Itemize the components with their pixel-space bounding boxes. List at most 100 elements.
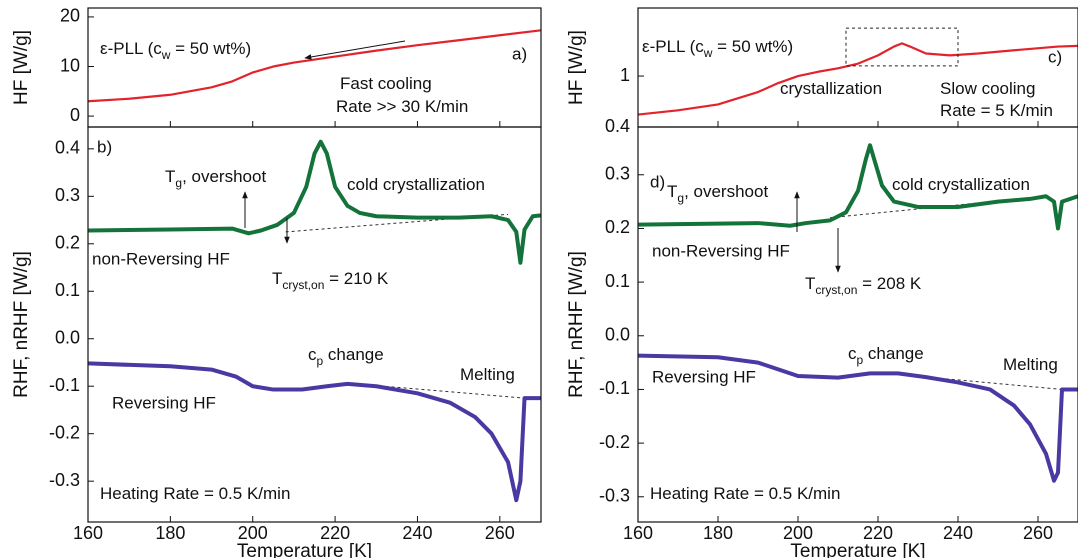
panel-label: a) xyxy=(512,44,527,63)
annotation: Rate = 5 K/min xyxy=(940,101,1053,120)
annotation: crystallization xyxy=(780,79,882,98)
series-line xyxy=(638,353,1078,483)
annotation-part: ε-PLL (c xyxy=(642,37,704,56)
y-tick-label: 0.2 xyxy=(605,217,630,237)
y-axis-title: RHF, nRHF [W/g] xyxy=(11,251,32,398)
annotation: Melting xyxy=(1003,355,1058,374)
y-axis-title: HF [W/g] xyxy=(11,30,32,105)
annotation: Fast cooling xyxy=(340,74,432,93)
annotation-part: cryst,on xyxy=(282,278,324,292)
series-label: Reversing HF xyxy=(112,393,216,412)
y-tick-label: 0.1 xyxy=(55,280,80,300)
annotation: Tcryst,on = 210 K xyxy=(272,269,389,292)
x-tick-label: 180 xyxy=(703,523,733,543)
series-label: non-Reversing HF xyxy=(652,241,790,260)
x-tick-label: 240 xyxy=(402,523,432,543)
y-tick-label: 0.3 xyxy=(605,164,630,184)
annotation-part: w xyxy=(161,48,171,62)
y-axis-title: RHF, nRHF [W/g] xyxy=(566,251,587,398)
arrow xyxy=(304,40,406,60)
x-tick-label: 200 xyxy=(238,523,268,543)
annotation: Tg, overshoot xyxy=(165,167,266,190)
y-tick-label: -0.2 xyxy=(599,432,630,452)
x-tick-label: 260 xyxy=(485,523,515,543)
annotation-part: T xyxy=(805,274,815,293)
annotation-part: cryst,on xyxy=(815,283,857,297)
annotation-part: T xyxy=(667,182,677,201)
x-tick-label: 160 xyxy=(73,523,103,543)
annotation-part: = 208 K xyxy=(857,274,921,293)
annotation: cold crystallization xyxy=(347,175,485,194)
annotation: Tcryst,on = 208 K xyxy=(805,274,922,297)
annotation-part: g xyxy=(677,191,684,205)
y-tick-label: 0.1 xyxy=(605,271,630,291)
annotation: Heating Rate = 0.5 K/min xyxy=(100,484,290,503)
annotation-part: Rate >> 30 K/min xyxy=(336,97,468,116)
annotation-part: Rate = 5 K/min xyxy=(940,101,1053,120)
annotation: Heating Rate = 0.5 K/min xyxy=(650,484,840,503)
series-line xyxy=(88,29,541,103)
annotation-part: , overshoot xyxy=(684,182,768,201)
annotation-part: ε-PLL (c xyxy=(100,39,162,58)
y-tick-label: 10 xyxy=(60,55,80,75)
annotation-part: change xyxy=(323,345,384,364)
annotation-part: c xyxy=(308,345,317,364)
annotation-part: T xyxy=(165,167,175,186)
annotation-part: g xyxy=(175,176,182,190)
annotation-part: cold crystallization xyxy=(892,175,1030,194)
annotation-part: Slow cooling xyxy=(940,79,1035,98)
annotation-part: p xyxy=(857,353,864,367)
x-tick-label: 180 xyxy=(155,523,185,543)
annotation-part: Heating Rate = 0.5 K/min xyxy=(100,484,290,503)
y-tick-label: 0 xyxy=(70,105,80,125)
x-axis-title: Temperature [K] xyxy=(237,541,372,558)
axis-frame xyxy=(87,126,542,523)
annotation-part: Melting xyxy=(460,365,515,384)
annotation: Tg, overshoot xyxy=(667,182,768,205)
annotation: cp change xyxy=(848,344,924,367)
y-tick-label: 0.0 xyxy=(55,327,80,347)
annotation: cold crystallization xyxy=(892,175,1030,194)
annotation-part: p xyxy=(317,354,324,368)
series-label: non-Reversing HF xyxy=(92,249,230,268)
y-tick-label: 0.3 xyxy=(55,185,80,205)
y-tick-label: 0.2 xyxy=(55,233,80,253)
annotation-part: crystallization xyxy=(780,79,882,98)
y-tick-label: 0.4 xyxy=(605,116,630,136)
axis-frame xyxy=(87,7,542,128)
annotation: Melting xyxy=(460,365,515,384)
annotation: ε-PLL (cw = 50 wt%) xyxy=(642,37,793,60)
y-axis-title: HF [W/g] xyxy=(566,30,587,105)
annotation-part: Heating Rate = 0.5 K/min xyxy=(650,484,840,503)
y-tick-label: 20 xyxy=(60,6,80,26)
x-tick-label: 240 xyxy=(943,523,973,543)
y-tick-label: 0.0 xyxy=(605,325,630,345)
x-tick-label: 220 xyxy=(863,523,893,543)
annotation: Rate >> 30 K/min xyxy=(336,97,468,116)
y-tick-label: 0.4 xyxy=(55,138,80,158)
panel-label: b) xyxy=(97,137,112,156)
annotation-part: change xyxy=(863,344,924,363)
panel-label: d) xyxy=(650,172,665,191)
x-tick-label: 200 xyxy=(783,523,813,543)
series-line xyxy=(88,139,541,265)
x-tick-label: 160 xyxy=(623,523,653,543)
annotation-part: = 210 K xyxy=(324,269,388,288)
annotation-part: c xyxy=(848,344,857,363)
y-tick-label: -0.1 xyxy=(599,378,630,398)
y-tick-label: -0.3 xyxy=(599,486,630,506)
annotation-part: = 50 wt%) xyxy=(712,37,793,56)
annotation: cp change xyxy=(308,345,384,368)
y-tick-label: -0.1 xyxy=(49,375,80,395)
baseline xyxy=(355,383,525,399)
annotation: Slow cooling xyxy=(940,79,1035,98)
annotation-part: Melting xyxy=(1003,355,1058,374)
series-label: Reversing HF xyxy=(652,367,756,386)
y-tick-label: 1 xyxy=(620,65,630,85)
annotation-part: w xyxy=(703,46,713,60)
annotation-part: , overshoot xyxy=(182,167,266,186)
series-line xyxy=(88,361,541,503)
annotation-part: Fast cooling xyxy=(340,74,432,93)
annotation-part: = 50 wt%) xyxy=(170,39,251,58)
